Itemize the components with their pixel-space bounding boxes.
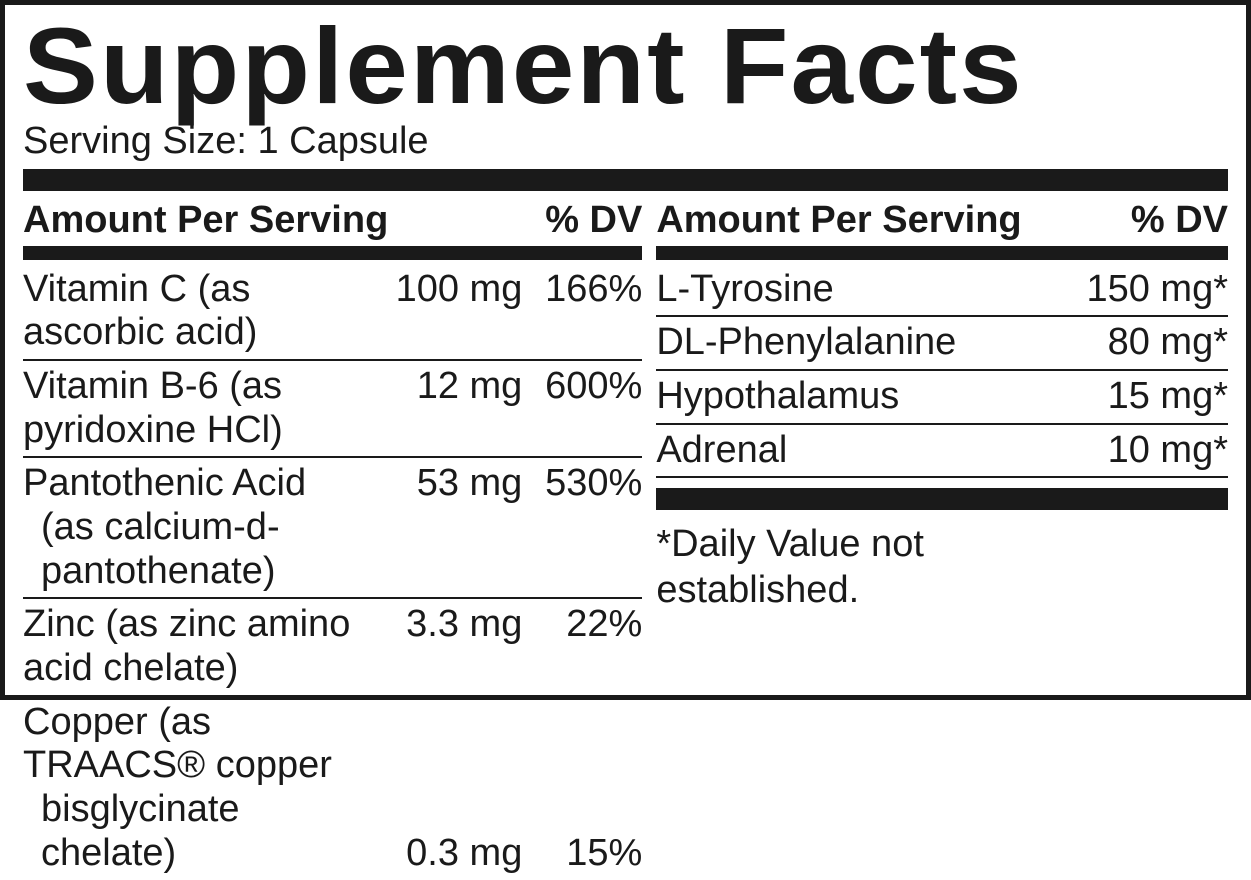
nutrient-dv: 15% (522, 832, 642, 876)
nutrient-amount: 53 mg (372, 462, 522, 506)
column-header-left: Amount Per Serving % DV (23, 199, 642, 242)
panel-title: Supplement Facts (23, 15, 1251, 118)
table-row: Vitamin B-6 (as pyridoxine HCl) 12 mg 60… (23, 361, 642, 458)
nutrient-dv: 166% (522, 268, 642, 312)
header-percent-dv: % DV (1119, 199, 1228, 242)
nutrient-name-line2: bisglycinate chelate) (23, 788, 362, 875)
nutrient-amount: 150 mg* (1068, 268, 1228, 312)
facts-column-left: Amount Per Serving % DV Vitamin C (as as… (23, 197, 642, 880)
nutrient-name: Copper (as TRAACS® copper bisglycinate c… (23, 701, 372, 876)
nutrient-name-line1: Copper (as TRAACS® copper (23, 701, 332, 787)
serving-size: Serving Size: 1 Capsule (23, 120, 1228, 163)
supplement-facts-panel: Supplement Facts Serving Size: 1 Capsule… (0, 0, 1251, 700)
facts-column-right: Amount Per Serving % DV L-Tyrosine 150 m… (656, 197, 1228, 880)
header-percent-dv: % DV (533, 199, 642, 242)
nutrient-name: Adrenal (656, 429, 1068, 473)
header-amount-per-serving: Amount Per Serving (656, 199, 1119, 242)
table-row: Hypothalamus 15 mg* (656, 371, 1228, 425)
column-header-right: Amount Per Serving % DV (656, 199, 1228, 242)
nutrient-name: DL-Phenylalanine (656, 321, 1068, 365)
nutrient-dv: 600% (522, 365, 642, 409)
nutrient-amount: 10 mg* (1068, 429, 1228, 473)
nutrient-name: Zinc (as zinc amino acid chelate) (23, 603, 372, 690)
nutrient-name: Vitamin B-6 (as pyridoxine HCl) (23, 365, 372, 452)
nutrient-amount: 12 mg (372, 365, 522, 409)
table-row: Vitamin C (as ascorbic acid) 100 mg 166% (23, 264, 642, 361)
nutrient-amount: 3.3 mg (372, 603, 522, 647)
dv-footnote-line1: *Daily Value not (656, 523, 924, 565)
divider-mid-left (23, 246, 642, 260)
nutrient-name: L-Tyrosine (656, 268, 1068, 312)
table-row: L-Tyrosine 150 mg* (656, 264, 1228, 318)
divider-thick-top (23, 169, 1228, 191)
nutrient-dv: 22% (522, 603, 642, 647)
nutrient-amount: 80 mg* (1068, 321, 1228, 365)
nutrient-name: Vitamin C (as ascorbic acid) (23, 268, 372, 355)
table-row: Copper (as TRAACS® copper bisglycinate c… (23, 697, 642, 880)
table-row: Zinc (as zinc amino acid chelate) 3.3 mg… (23, 599, 642, 696)
nutrient-amount: 100 mg (372, 268, 522, 312)
divider-thick-right-end (656, 488, 1228, 510)
dv-footnote: *Daily Value not established. (656, 520, 1228, 613)
nutrient-name: Pantothenic Acid (as calcium-d-pantothen… (23, 462, 372, 593)
nutrient-name-line1: Pantothenic Acid (23, 462, 306, 504)
nutrient-name-line1: Zinc (as zinc amino (23, 603, 350, 645)
nutrient-name-line2: (as calcium-d-pantothenate) (23, 506, 362, 593)
divider-mid-right (656, 246, 1228, 260)
table-row: DL-Phenylalanine 80 mg* (656, 317, 1228, 371)
header-amount-per-serving: Amount Per Serving (23, 199, 533, 242)
dv-footnote-line2: established. (656, 569, 859, 611)
nutrient-amount: 0.3 mg (372, 832, 522, 876)
nutrient-name: Hypothalamus (656, 375, 1068, 419)
nutrient-amount: 15 mg* (1068, 375, 1228, 419)
nutrient-name-line2: acid chelate) (23, 647, 362, 691)
table-row: Pantothenic Acid (as calcium-d-pantothen… (23, 458, 642, 599)
nutrient-dv: 530% (522, 462, 642, 506)
table-row: Adrenal 10 mg* (656, 425, 1228, 479)
facts-columns: Amount Per Serving % DV Vitamin C (as as… (23, 197, 1228, 880)
